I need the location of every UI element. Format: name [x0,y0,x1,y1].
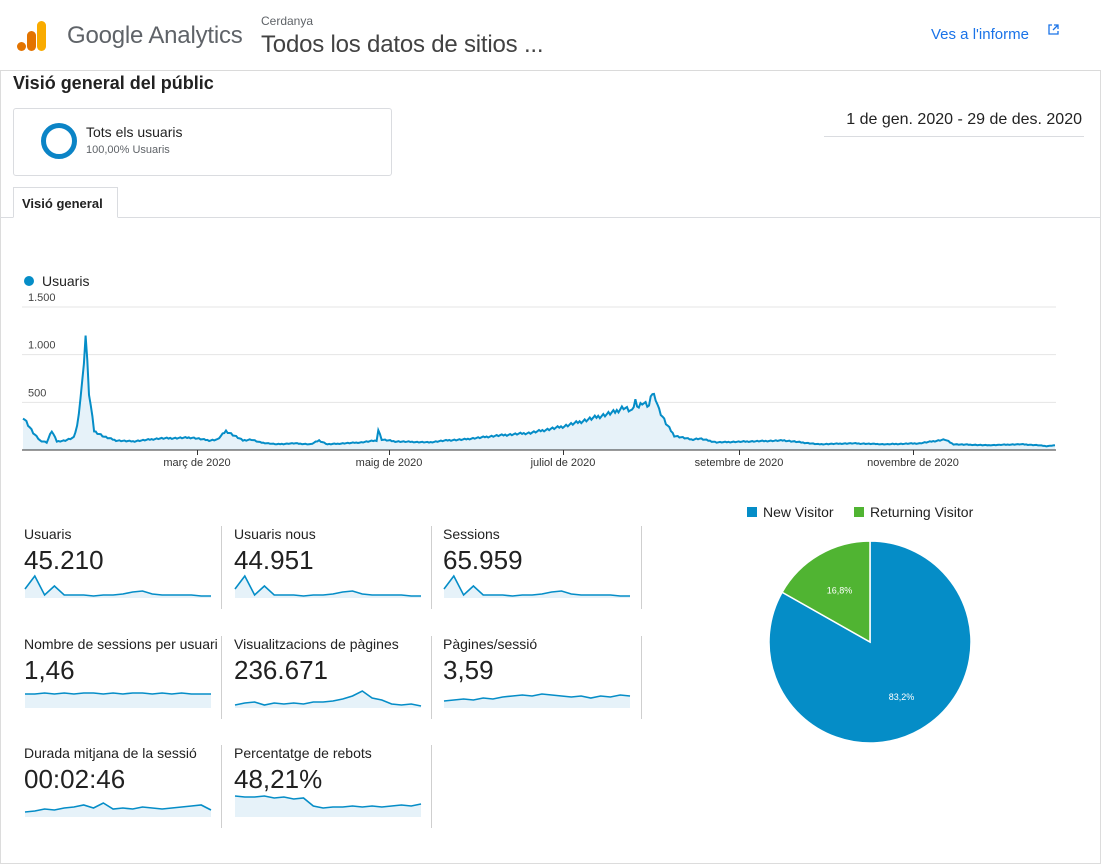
series-dot [24,276,34,286]
series-line[interactable] [22,335,1056,448]
legend-returning-visitor-label: Returning Visitor [870,504,974,520]
metric-sparkline [443,574,630,598]
main-chart-legend[interactable]: Usuaris [24,273,89,289]
legend-new-visitor[interactable]: New Visitor [747,504,834,520]
metric-divider [221,745,222,828]
metric-label: Sessions [443,526,500,542]
x-tick-label: maig de 2020 [356,457,423,469]
metric-value: 44.951 [234,545,314,575]
series-label: Usuaris [42,273,90,289]
metric-tile[interactable]: Nombre de sessions per usuari 1,46 [24,636,222,719]
sparkline-line [24,574,211,597]
segment-name: Tots els usuaris [86,124,183,140]
metric-tile[interactable]: Durada mitjana de la sessió 00:02:46 [24,745,222,828]
metric-divider [431,526,432,609]
metric-label: Usuaris nous [234,526,316,542]
metric-tile[interactable]: Pàgines/sessió 3,59 [443,636,641,719]
app-brand: Google Analytics [67,22,243,49]
segment-card[interactable]: Tots els usuaris 100,00% Usuaris [13,108,392,176]
metric-value: 48,21% [234,764,323,794]
new-visitor-swatch [747,507,757,517]
metric-divider [221,636,222,719]
metric-label: Durada mitjana de la sessió [24,745,197,761]
sparkline-line [234,795,422,809]
metric-sparkline [25,692,211,708]
x-tick-label: març de 2020 [163,457,230,469]
metric-divider [431,636,432,719]
property-selector[interactable]: Todos los datos de sitios ... [261,31,544,58]
pie-slice[interactable] [781,540,871,644]
legend-returning-visitor[interactable]: Returning Visitor [854,504,973,520]
y-tick-label: 1.000 [28,340,56,352]
returning-visitor-swatch [854,507,864,517]
segment-share: 100,00% Usuaris [86,144,170,156]
open-in-new-icon [1048,24,1059,35]
metric-divider [221,526,222,609]
sparkline-line [443,693,631,702]
x-tick-label: juliol de 2020 [530,457,596,469]
metric-label: Nombre de sessions per usuari [24,636,218,652]
metric-value: 45.210 [24,545,104,575]
go-to-report-label: Ves a l'informe [931,26,1029,43]
metric-value: 236.671 [234,655,328,685]
metric-tile[interactable]: Percentatge de rebots 48,21% [234,745,432,828]
users-line-chart[interactable]: 500 1.000 1.500 març de 2020 maig de 2020 jul… [22,290,1058,480]
top-bar: Google Analytics Cerdanya Todos los dato… [0,0,1101,71]
sparkline-line [234,574,421,597]
metric-tile[interactable]: Usuaris nous 44.951 [234,526,432,609]
y-tick-label: 500 [28,387,46,399]
metric-sparkline [234,795,422,817]
metric-value: 00:02:46 [24,764,126,794]
google-analytics-logo-icon[interactable] [16,20,48,52]
legend-new-visitor-label: New Visitor [763,504,834,520]
metric-label: Pàgines/sessió [443,636,538,652]
sparkline-area [444,694,630,708]
metric-sparkline [24,574,211,598]
metric-value: 3,59 [443,655,494,685]
metric-divider [641,526,642,609]
sparkline-area [235,691,421,708]
y-tick-label: 1.500 [28,292,56,304]
page-title: Visió general del públic [13,73,214,93]
x-tick-label: novembre de 2020 [867,457,959,469]
sparkline-line [443,574,630,597]
sparkline-area [235,796,421,817]
metric-sparkline [234,690,422,708]
metric-divider [431,745,432,828]
metric-label: Usuaris [24,526,72,542]
pie-slice-label: 16,8% [827,586,853,596]
pie-slice-label: 83,2% [889,692,915,702]
tab-overview[interactable]: Visió general [13,187,118,218]
metric-tile[interactable]: Sessions 65.959 [443,526,641,609]
metric-sparkline [234,574,421,598]
metric-divider [641,636,642,719]
series-area [23,335,1055,450]
metric-label: Visualitzacions de pàgines [234,636,399,652]
x-tick-label: setembre de 2020 [695,457,784,469]
date-range-picker[interactable]: 1 de gen. 2020 - 29 de des. 2020 [824,111,1084,137]
metric-value: 1,46 [24,655,75,685]
tab-divider [0,217,1101,218]
sparkline-line [24,802,212,813]
account-name[interactable]: Cerdanya [261,14,314,28]
metric-label: Percentatge de rebots [234,745,372,761]
visitor-type-pie-chart[interactable]: 83,2% 16,8% [768,540,973,745]
sparkline-line [25,692,211,695]
metric-tile[interactable]: Usuaris 45.210 [24,526,222,609]
metric-value: 65.959 [443,545,523,575]
sparkline-area [25,803,211,817]
metric-sparkline [443,693,631,708]
metric-sparkline [24,802,212,817]
sparkline-area [25,693,211,708]
metric-tile[interactable]: Visualitzacions de pàgines 236.671 [234,636,432,719]
go-to-report-link[interactable]: Ves a l'informe [931,24,1059,43]
segment-ring-icon [41,123,77,159]
sparkline-line [234,690,422,707]
